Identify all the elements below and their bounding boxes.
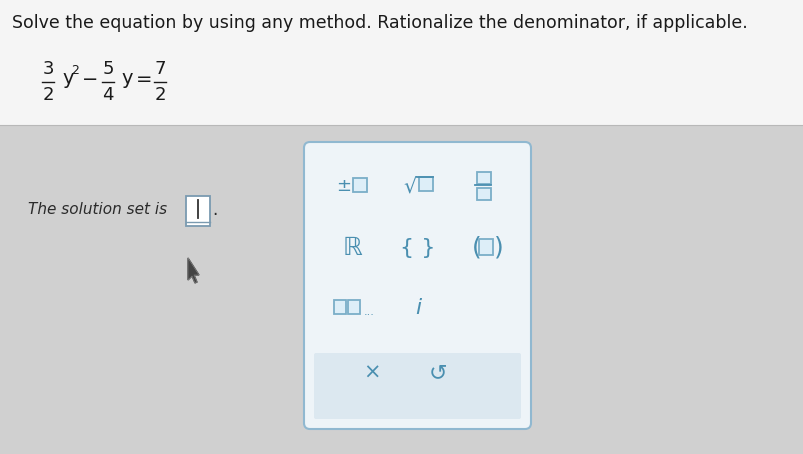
Text: 5: 5	[102, 60, 113, 79]
Text: ): )	[493, 236, 503, 260]
Text: (: (	[471, 236, 481, 260]
Text: ℝ: ℝ	[342, 236, 361, 260]
Text: 4: 4	[102, 85, 113, 104]
FancyBboxPatch shape	[185, 196, 210, 226]
Text: =: =	[136, 70, 153, 89]
FancyBboxPatch shape	[418, 177, 433, 191]
Text: 2: 2	[71, 64, 79, 77]
Text: y: y	[62, 69, 73, 88]
FancyBboxPatch shape	[304, 142, 530, 429]
Text: ×: ×	[363, 363, 381, 383]
FancyBboxPatch shape	[348, 300, 360, 314]
Text: Solve the equation by using any method. Rationalize the denominator, if applicab: Solve the equation by using any method. …	[12, 14, 747, 32]
FancyBboxPatch shape	[333, 300, 345, 314]
Polygon shape	[188, 258, 199, 283]
Text: y: y	[120, 69, 132, 88]
Text: .: .	[212, 201, 217, 219]
FancyBboxPatch shape	[476, 188, 491, 200]
Text: i: i	[414, 298, 421, 318]
Text: 3: 3	[43, 60, 54, 79]
FancyBboxPatch shape	[0, 0, 803, 125]
Text: √: √	[403, 177, 416, 197]
FancyBboxPatch shape	[314, 353, 520, 419]
Text: { }: { }	[400, 238, 435, 258]
FancyBboxPatch shape	[476, 172, 491, 184]
Text: 7: 7	[154, 60, 165, 79]
Text: ±: ±	[336, 177, 351, 195]
FancyBboxPatch shape	[479, 239, 492, 255]
Text: 2: 2	[154, 85, 165, 104]
Text: ↺: ↺	[428, 363, 446, 383]
Text: −: −	[82, 70, 98, 89]
Text: 2: 2	[43, 85, 54, 104]
FancyBboxPatch shape	[353, 178, 366, 192]
Text: The solution set is: The solution set is	[28, 202, 167, 217]
Text: ...: ...	[364, 307, 374, 317]
